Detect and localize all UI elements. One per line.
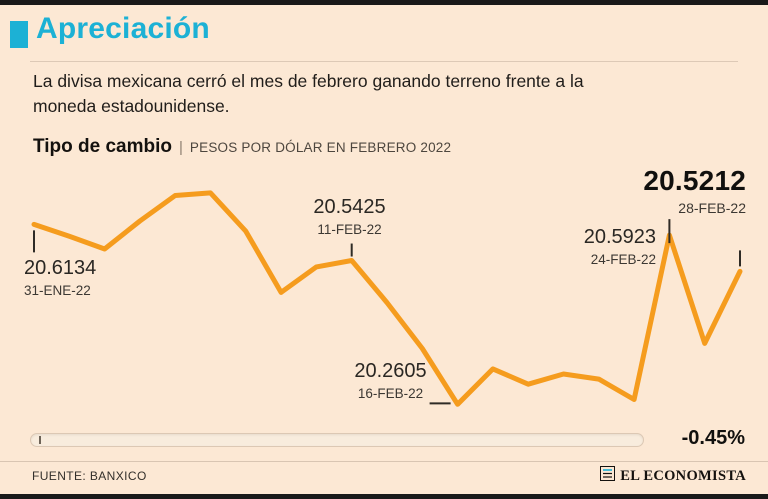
annotation-date: 28-FEB-22	[678, 200, 746, 216]
annotation-value-emphasis: 20.5212	[643, 165, 746, 196]
chart-title: Tipo de cambio	[33, 136, 173, 157]
top-border	[0, 0, 768, 5]
annotation-value: 20.5923	[583, 226, 656, 248]
annotation-date: 11-FEB-22	[317, 222, 382, 237]
annotation-28-feb-final: 20.5212 28-FEB-22	[643, 165, 746, 216]
annotation-value: 20.2605	[354, 360, 427, 382]
annotation-date: 24-FEB-22	[590, 252, 656, 267]
el-economista-icon	[600, 466, 616, 486]
title-divider	[30, 61, 738, 62]
annotation-31-ene: 20.6134 31-ENE-22	[24, 257, 96, 298]
annotation-date: 31-ENE-22	[24, 283, 91, 298]
annotation-value: 20.5425	[313, 196, 386, 218]
chart-subtitle: PESOS POR DÓLAR EN FEBRERO 2022	[189, 140, 452, 155]
change-scale-handle	[39, 436, 41, 444]
monthly-change-percent: -0.45%	[681, 427, 745, 449]
chart-title-separator: |	[179, 139, 183, 156]
change-scale-track	[30, 433, 644, 447]
footer-divider	[0, 461, 768, 462]
brand-lockup: EL ECONOMISTA	[600, 466, 746, 486]
annotation-date: 16-FEB-22	[357, 386, 424, 401]
annotation-16-feb: 20.2605 16-FEB-22	[318, 360, 463, 401]
page-subtitle: La divisa mexicana cerró el mes de febre…	[33, 71, 584, 117]
annotation-24-feb: 20.5923 24-FEB-22	[520, 226, 656, 267]
page-title: Apreciación	[36, 12, 210, 45]
title-accent-block	[10, 21, 28, 48]
chart-heading: Tipo de cambio | PESOS POR DÓLAR EN FEBR…	[33, 136, 451, 158]
annotation-11-feb: 20.5425 11-FEB-22	[277, 196, 422, 237]
source-label: FUENTE: BANXICO	[32, 469, 147, 483]
bottom-border	[0, 494, 768, 499]
brand-name: EL ECONOMISTA	[620, 467, 746, 484]
annotation-value: 20.6134	[24, 257, 97, 279]
